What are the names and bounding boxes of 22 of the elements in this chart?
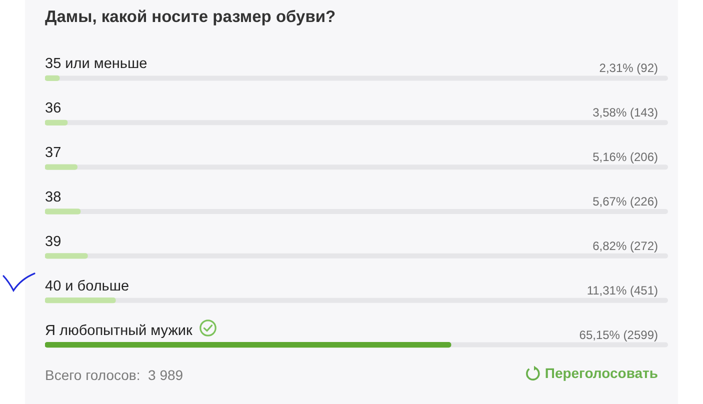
data-label: 11,31% (451) (586, 283, 658, 298)
data-label: 65,15% (2599) (579, 328, 658, 342)
bar (45, 208, 81, 214)
bar (45, 164, 78, 170)
chart-title: Дамы, какой носите размер обуви? (45, 8, 336, 27)
y-tick-label: 40 и больше (45, 278, 130, 294)
data-label: 6,82% (272) (592, 238, 658, 253)
text: Всего голосов: 3 989 (45, 367, 184, 383)
bar (45, 120, 68, 126)
bar (45, 253, 88, 259)
y-tick-label: 36 (45, 100, 62, 117)
data-label: 5,67% (226) (592, 194, 658, 208)
y-tick-label: 37 (45, 145, 62, 162)
bar (45, 298, 116, 304)
y-tick-label: Я любопытный мужик (45, 322, 194, 339)
y-tick-label: 35 или меньше (45, 56, 148, 72)
text: Переголосовать (544, 365, 658, 381)
y-tick-label: 39 (45, 234, 62, 250)
data-label: 2,31% (92) (599, 61, 658, 76)
data-label: 5,16% (206) (592, 150, 658, 164)
data-label: 3,58% (143) (592, 106, 658, 120)
y-tick-label: 38 (45, 190, 62, 206)
